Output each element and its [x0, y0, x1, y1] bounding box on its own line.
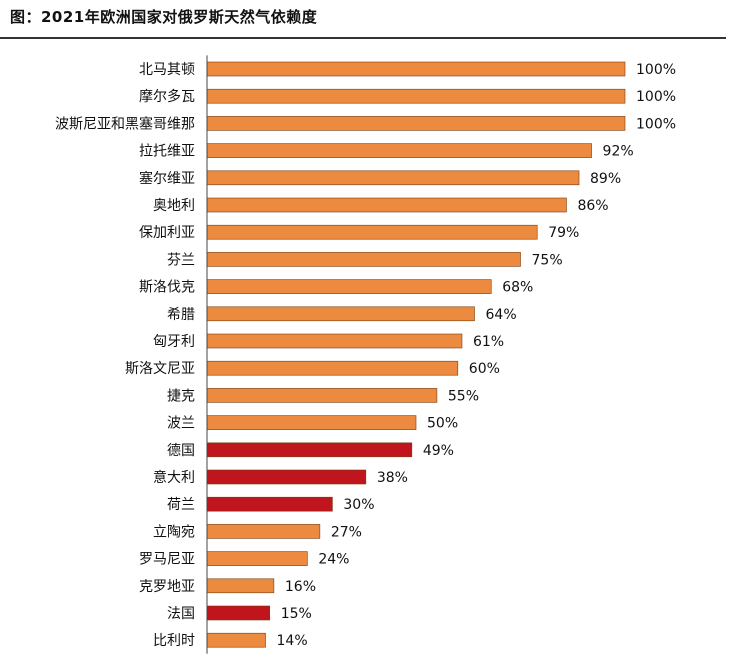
data-label: 27% — [331, 524, 362, 540]
category-label: 法国 — [167, 606, 195, 622]
category-label: 克罗地亚 — [139, 579, 195, 595]
data-label: 50% — [427, 416, 458, 432]
category-label: 比利时 — [153, 633, 195, 649]
bar — [206, 224, 538, 240]
category-label: 塞尔维亚 — [139, 170, 195, 187]
title-divider — [0, 37, 726, 39]
data-label: 68% — [502, 280, 533, 296]
bar — [206, 252, 521, 267]
category-label: 荷兰 — [167, 497, 195, 513]
chart-title: 图：2021年欧洲国家对俄罗斯天然气依赖度 — [10, 8, 318, 26]
category-label: 芬兰 — [167, 252, 195, 268]
category-label: 希腊 — [167, 307, 195, 323]
category-label: 德国 — [167, 443, 195, 459]
bar — [206, 388, 438, 403]
bar — [206, 578, 275, 594]
data-label: 49% — [423, 443, 454, 459]
bar — [206, 496, 333, 512]
category-label: 立陶宛 — [153, 524, 195, 540]
data-label: 16% — [285, 579, 316, 595]
data-label: 75% — [532, 252, 563, 268]
category-label: 波斯尼亚和黑塞哥维那 — [55, 115, 195, 132]
data-label: 64% — [486, 307, 517, 323]
data-label: 100% — [636, 62, 676, 78]
data-label: 38% — [377, 470, 408, 486]
bar — [206, 143, 592, 158]
category-label: 保加利亚 — [139, 225, 195, 241]
bar — [206, 333, 463, 349]
category-label: 拉托维亚 — [139, 144, 195, 160]
category-label: 斯洛伐克 — [139, 280, 195, 296]
bar — [206, 469, 367, 485]
data-label: 14% — [277, 633, 308, 649]
bar — [206, 61, 626, 77]
data-label: 60% — [469, 361, 500, 377]
category-label: 奥地利 — [153, 197, 195, 214]
data-label: 24% — [318, 552, 349, 568]
category-label: 罗马尼亚 — [139, 552, 195, 568]
data-label: 89% — [590, 171, 621, 187]
category-label: 摩尔多瓦 — [139, 88, 195, 105]
bar — [206, 632, 266, 648]
category-label: 波兰 — [167, 416, 195, 432]
bar — [206, 116, 626, 131]
category-label: 斯洛文尼亚 — [125, 361, 195, 377]
data-label: 100% — [636, 89, 676, 105]
data-label: 92% — [603, 144, 634, 160]
bar — [206, 360, 459, 376]
data-label: 86% — [577, 198, 608, 214]
category-label: 北马其顿 — [139, 62, 195, 78]
data-label: 100% — [636, 116, 676, 132]
bar — [206, 415, 417, 430]
bar — [206, 551, 308, 566]
bar — [206, 605, 271, 621]
bar — [206, 88, 626, 104]
bar — [206, 279, 492, 294]
bar — [206, 197, 567, 213]
bar — [206, 524, 321, 539]
data-label: 30% — [343, 497, 374, 513]
data-label: 15% — [281, 606, 312, 622]
category-label: 捷克 — [167, 388, 195, 404]
data-label: 55% — [448, 388, 479, 404]
bar — [206, 170, 580, 186]
bar — [206, 442, 413, 458]
bar — [206, 306, 475, 322]
category-label: 意大利 — [153, 469, 195, 486]
data-label: 61% — [473, 334, 504, 350]
category-label: 匈牙利 — [153, 334, 195, 350]
data-label: 79% — [548, 225, 579, 241]
